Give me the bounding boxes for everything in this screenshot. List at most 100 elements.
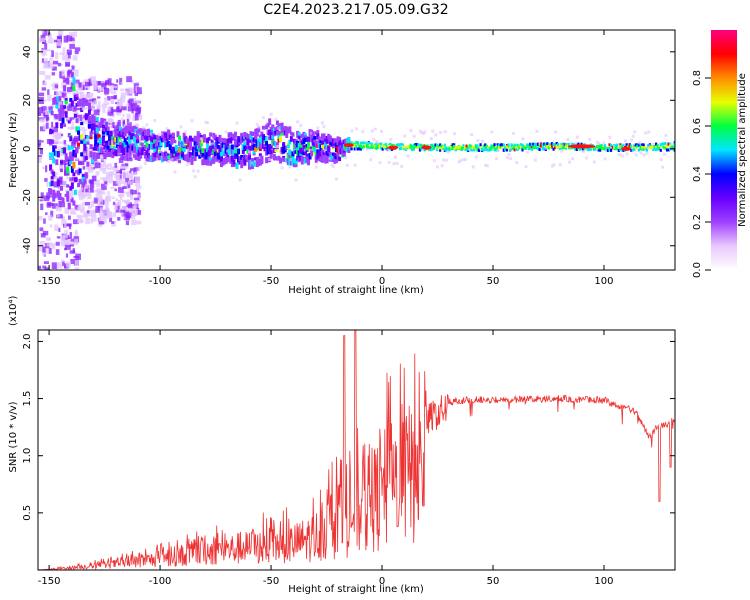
spectrogram-cell — [291, 161, 295, 166]
spectrogram-cell — [516, 143, 519, 147]
spectrogram-cell — [150, 129, 154, 136]
spectrogram-cell — [151, 152, 155, 158]
spectrogram-cell — [55, 104, 59, 109]
spectrogram-cell — [173, 152, 177, 156]
spectrogram-cell — [390, 143, 394, 147]
spectrogram-cell — [73, 177, 77, 182]
spectrogram-cell — [543, 147, 546, 151]
spectrogram-cell — [44, 267, 50, 270]
spectrogram-cell — [136, 137, 142, 144]
spectrogram-cell — [507, 144, 510, 148]
colorbar-scale — [711, 30, 737, 270]
spectrogram-cell — [70, 146, 74, 150]
spectrogram-cell — [80, 152, 84, 157]
snr-y-tick-label: 1.5 — [22, 391, 33, 407]
spectrogram-cell — [65, 253, 69, 258]
spectrogram-cell — [395, 143, 398, 147]
spectrogram-cell — [322, 125, 326, 129]
spectrogram-cell — [66, 87, 73, 92]
spectrogram-cell — [107, 109, 114, 116]
spectrogram-cell — [206, 121, 210, 125]
spectrogram-cell — [316, 152, 320, 160]
spectrogram-cell — [535, 146, 538, 150]
spectrogram-cell — [61, 117, 65, 124]
spectrogram-cell — [143, 139, 147, 144]
spectrogram-cell — [324, 149, 328, 153]
spectrogram-cell — [620, 154, 624, 158]
spectrogram-cell — [111, 196, 115, 200]
spectrogram-cell — [484, 143, 487, 147]
spectrogram-cell — [63, 162, 67, 170]
spectrogram-cell — [139, 154, 143, 159]
spectrogram-cell — [381, 147, 384, 151]
spectrogram-cell — [45, 165, 48, 173]
spectrogram-cell — [307, 136, 311, 144]
spectrogram-cell — [313, 151, 317, 155]
spectrogram-heat-layer — [38, 30, 675, 270]
spectrogram-cell — [207, 137, 211, 141]
spectrogram-cell — [71, 121, 74, 127]
spectrogram-cell — [39, 199, 43, 202]
spectrogram-cell — [619, 144, 623, 148]
spectrogram-cell — [571, 157, 575, 161]
spectrogram-cell — [148, 144, 152, 150]
spectrogram-cell — [86, 93, 93, 99]
spectrogram-cell — [170, 137, 174, 143]
spectrogram-y-tick-label: 40 — [22, 45, 33, 58]
spectrogram-cell — [100, 177, 105, 180]
spectrogram-cell — [112, 131, 116, 135]
spectrogram-cell — [112, 180, 118, 186]
spectrogram-cell — [268, 143, 272, 151]
spectrogram-cell — [223, 144, 227, 151]
spectrogram-cell — [277, 130, 281, 138]
spectrogram-cell — [62, 54, 68, 61]
spectrogram-cell — [672, 145, 675, 149]
spectrogram-cell — [135, 209, 139, 215]
spectrogram-cell — [62, 47, 66, 55]
spectrogram-cell — [255, 162, 259, 168]
spectrogram-cell — [71, 65, 75, 70]
spectrogram-cell — [90, 200, 94, 208]
spectrogram-cell — [165, 155, 169, 162]
spectrogram-cell — [247, 154, 251, 160]
spectrogram-hotspot — [567, 144, 596, 149]
spectrogram-cell — [116, 100, 123, 107]
spectrogram-cell — [40, 203, 44, 211]
spectrogram-cell — [670, 143, 674, 147]
spectrogram-cell — [316, 133, 320, 140]
spectrogram-cell — [369, 146, 372, 150]
spectrogram-cell — [38, 156, 42, 160]
spectrogram-cell — [516, 147, 519, 151]
spectrogram-cell — [43, 218, 46, 224]
spectrogram-cell — [39, 241, 46, 247]
spectrogram-cell — [188, 145, 192, 151]
spectrogram-cell — [72, 137, 79, 143]
spectrogram-cell — [373, 144, 377, 148]
spectrogram-cell — [143, 162, 147, 166]
spectrogram-cell — [563, 142, 566, 146]
spectrogram-cell — [636, 144, 639, 148]
spectrogram-cell — [162, 136, 166, 142]
spectrogram-cell — [210, 148, 214, 155]
spectrogram-cell — [468, 148, 472, 152]
spectrogram-cell — [600, 144, 603, 148]
spectrogram-cell — [317, 136, 321, 144]
spectrogram-cell — [414, 143, 417, 147]
spectrogram-cell — [84, 174, 88, 179]
spectrogram-cell — [230, 149, 234, 155]
spectrogram-cell — [61, 219, 67, 226]
spectrogram-cell — [536, 142, 540, 146]
spectrogram-cell — [181, 153, 185, 158]
spectrogram-cell — [133, 88, 137, 94]
spectrogram-cell — [81, 116, 85, 123]
spectrogram-cell — [417, 143, 420, 147]
spectrogram-cell — [109, 166, 114, 170]
spectrogram-cell — [344, 145, 348, 151]
spectrogram-cell — [212, 137, 216, 141]
spectrogram-cell — [411, 148, 414, 152]
spectrogram-cell — [66, 261, 71, 268]
spectrogram-cell — [230, 137, 234, 141]
spectrogram-cell — [653, 144, 656, 148]
spectrogram-cell — [297, 157, 301, 163]
spectrogram-cell — [634, 153, 638, 157]
